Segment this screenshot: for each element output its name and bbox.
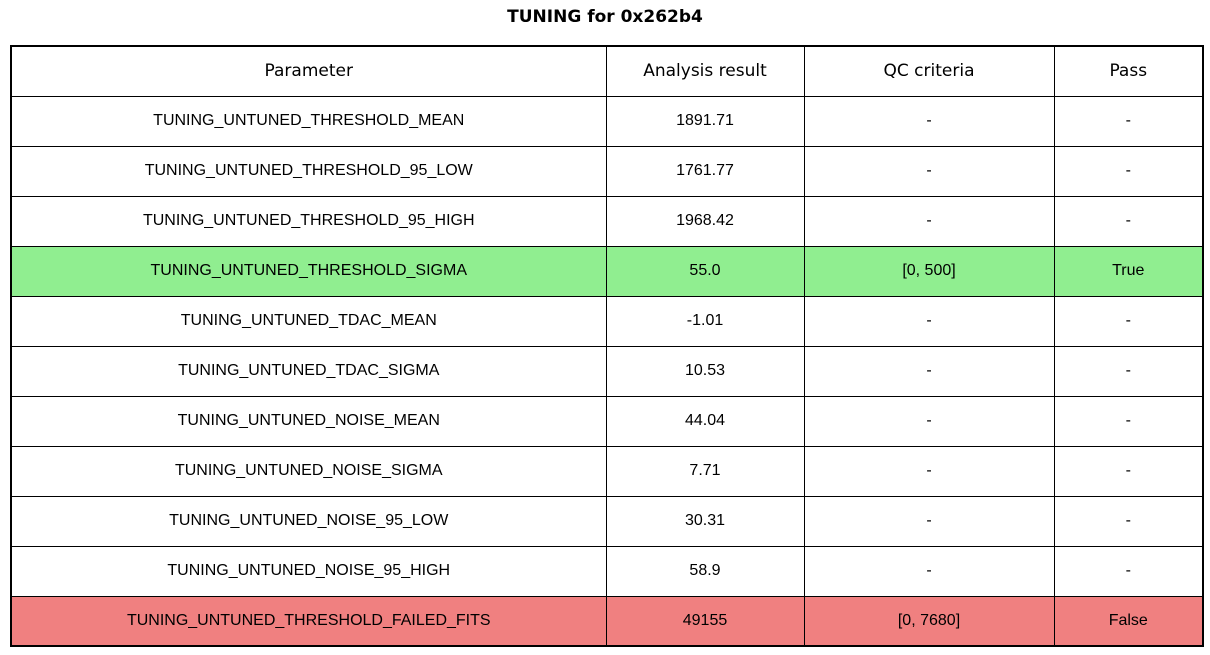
- qc-criteria-cell: -: [803, 195, 1055, 247]
- parameter-cell: TUNING_UNTUNED_NOISE_95_HIGH: [10, 545, 607, 597]
- table-row: TUNING_UNTUNED_THRESHOLD_95_LOW 1761.77- -: [10, 145, 1204, 197]
- pass-cell: -: [1053, 295, 1204, 347]
- header-row: Parameter Analysis result QC criteria Pa…: [10, 45, 1204, 97]
- table-row: TUNING_UNTUNED_THRESHOLD_95_HIGH 1968.42-…: [10, 195, 1204, 247]
- analysis-result-cell: 49155: [605, 595, 805, 647]
- column-header-qc-criteria: QC criteria: [803, 45, 1055, 97]
- table-row: TUNING_UNTUNED_NOISE_SIGMA 7.71- -: [10, 445, 1204, 497]
- pass-cell: -: [1053, 145, 1204, 197]
- qc-criteria-cell: -: [803, 295, 1055, 347]
- analysis-result-cell: 1761.77: [605, 145, 805, 197]
- parameter-cell: TUNING_UNTUNED_THRESHOLD_MEAN: [10, 95, 607, 147]
- pass-cell: -: [1053, 95, 1204, 147]
- parameter-cell: TUNING_UNTUNED_THRESHOLD_SIGMA: [10, 245, 607, 297]
- table-row: TUNING_UNTUNED_THRESHOLD_SIGMA 55.0 [0, 50…: [10, 245, 1204, 297]
- column-header-parameter: Parameter: [10, 45, 607, 97]
- qc-criteria-cell: -: [803, 95, 1055, 147]
- analysis-result-cell: 10.53: [605, 345, 805, 397]
- parameter-cell: TUNING_UNTUNED_THRESHOLD_95_LOW: [10, 145, 607, 197]
- parameter-cell: TUNING_UNTUNED_THRESHOLD_FAILED_FITS: [10, 595, 607, 647]
- qc-table: Parameter Analysis result QC criteria Pa…: [10, 45, 1204, 647]
- table-body: TUNING_UNTUNED_THRESHOLD_MEAN 1891.71- - TU…: [10, 95, 1204, 647]
- pass-cell: True: [1053, 245, 1204, 297]
- analysis-result-cell: 1968.42: [605, 195, 805, 247]
- qc-criteria-cell: [0, 7680]: [803, 595, 1055, 647]
- pass-cell: -: [1053, 545, 1204, 597]
- parameter-cell: TUNING_UNTUNED_NOISE_MEAN: [10, 395, 607, 447]
- qc-criteria-cell: -: [803, 145, 1055, 197]
- table-row: TUNING_UNTUNED_TDAC_MEAN -1.01- -: [10, 295, 1204, 347]
- analysis-result-cell: 1891.71: [605, 95, 805, 147]
- table-row: TUNING_UNTUNED_NOISE_95_LOW 30.31- -: [10, 495, 1204, 547]
- qc-criteria-cell: -: [803, 345, 1055, 397]
- parameter-cell: TUNING_UNTUNED_TDAC_SIGMA: [10, 345, 607, 397]
- analysis-result-cell: 7.71: [605, 445, 805, 497]
- qc-criteria-cell: [0, 500]: [803, 245, 1055, 297]
- qc-criteria-cell: -: [803, 495, 1055, 547]
- pass-cell: -: [1053, 395, 1204, 447]
- pass-cell: False: [1053, 595, 1204, 647]
- analysis-result-cell: 58.9: [605, 545, 805, 597]
- table-row: TUNING_UNTUNED_TDAC_SIGMA 10.53- -: [10, 345, 1204, 397]
- parameter-cell: TUNING_UNTUNED_NOISE_95_LOW: [10, 495, 607, 547]
- analysis-result-cell: 30.31: [605, 495, 805, 547]
- parameter-cell: TUNING_UNTUNED_NOISE_SIGMA: [10, 445, 607, 497]
- analysis-result-cell: -1.01: [605, 295, 805, 347]
- page-title: TUNING for 0x262b4: [507, 7, 703, 27]
- analysis-result-cell: 44.04: [605, 395, 805, 447]
- table-row: TUNING_UNTUNED_THRESHOLD_MEAN 1891.71- -: [10, 95, 1204, 147]
- table-row: TUNING_UNTUNED_NOISE_MEAN 44.04- -: [10, 395, 1204, 447]
- qc-criteria-cell: -: [803, 395, 1055, 447]
- pass-cell: -: [1053, 445, 1204, 497]
- qc-criteria-cell: -: [803, 545, 1055, 597]
- qc-criteria-cell: -: [803, 445, 1055, 497]
- column-header-pass: Pass: [1053, 45, 1204, 97]
- parameter-cell: TUNING_UNTUNED_THRESHOLD_95_HIGH: [10, 195, 607, 247]
- table-row: TUNING_UNTUNED_THRESHOLD_FAILED_FITS 4915…: [10, 595, 1204, 647]
- column-header-analysis-result: Analysis result: [605, 45, 805, 97]
- analysis-result-cell: 55.0: [605, 245, 805, 297]
- parameter-cell: TUNING_UNTUNED_TDAC_MEAN: [10, 295, 607, 347]
- pass-cell: -: [1053, 195, 1204, 247]
- pass-cell: -: [1053, 495, 1204, 547]
- pass-cell: -: [1053, 345, 1204, 397]
- table-row: TUNING_UNTUNED_NOISE_95_HIGH 58.9- -: [10, 545, 1204, 597]
